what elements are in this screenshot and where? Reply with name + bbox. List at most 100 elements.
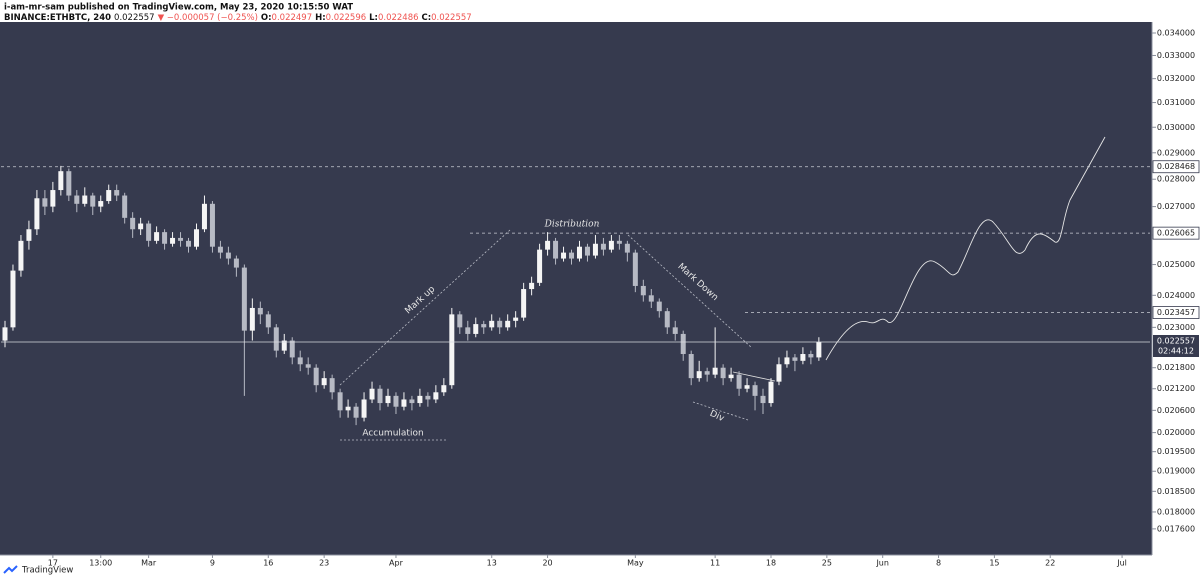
candle-body xyxy=(545,240,551,250)
candle-body xyxy=(50,190,56,207)
symbol-line: BINANCE:ETHBTC, 240 0.022557 ▼ −0.000057… xyxy=(4,13,472,23)
candle-body xyxy=(768,381,774,404)
candle-body xyxy=(225,252,231,259)
candle-body xyxy=(26,229,32,241)
candle-body xyxy=(712,367,718,375)
candle-body xyxy=(441,385,447,393)
candle-body xyxy=(90,195,96,207)
candle-body xyxy=(353,406,359,418)
y-tick-label: 0.032000 xyxy=(1157,74,1195,83)
candle-body xyxy=(138,223,144,230)
x-tick-label: 20 xyxy=(542,559,552,568)
candle-body xyxy=(201,203,207,230)
x-tick-label: 13 xyxy=(487,559,497,568)
candle-body xyxy=(561,252,567,259)
candle-body xyxy=(465,327,471,334)
high-label: H: xyxy=(315,13,326,23)
candle-body xyxy=(736,374,742,389)
x-tick-label: 17 xyxy=(48,559,58,568)
candle-body xyxy=(217,246,223,253)
candle-body xyxy=(417,395,423,404)
candle-body xyxy=(776,364,782,382)
candle-body xyxy=(273,327,279,351)
level-label: 0.028468 xyxy=(1157,162,1195,171)
y-tick-label: 0.025000 xyxy=(1157,260,1195,269)
x-tick-label: 18 xyxy=(766,559,776,568)
candle-body xyxy=(569,252,575,259)
y-tick-label: 0.018000 xyxy=(1157,507,1195,516)
y-tick-label: 0.019000 xyxy=(1157,467,1195,476)
x-tick-label: Jul xyxy=(1116,559,1127,568)
candle-body xyxy=(744,385,750,389)
candle-body xyxy=(305,364,311,368)
candle-body xyxy=(209,203,215,247)
y-tick-label: 0.017600 xyxy=(1157,524,1195,533)
candle-body xyxy=(409,399,415,404)
y-tick-label: 0.021800 xyxy=(1157,363,1195,372)
y-tick-label: 0.033000 xyxy=(1157,51,1195,60)
candle-body xyxy=(369,388,375,400)
candle-body xyxy=(241,267,247,331)
candle-body xyxy=(513,317,519,321)
candle-body xyxy=(361,399,367,418)
candle-body xyxy=(672,327,678,334)
plot-area xyxy=(0,22,1152,555)
candle-body xyxy=(154,232,160,241)
low: 0.022486 xyxy=(378,13,419,23)
candle-body xyxy=(553,240,559,259)
level-label: 0.026065 xyxy=(1157,229,1195,238)
y-tick-label: 0.020000 xyxy=(1157,428,1195,437)
candle-body xyxy=(457,314,463,328)
candle-body xyxy=(760,395,766,404)
countdown-label: 02:44:12 xyxy=(1158,347,1194,356)
candle-body xyxy=(2,327,8,341)
x-tick-label: 15 xyxy=(989,559,999,568)
candle-body xyxy=(688,354,694,379)
candle-body xyxy=(680,333,686,355)
candle-body xyxy=(537,249,543,283)
x-tick-label: 9 xyxy=(210,559,215,568)
x-tick-label: Mar xyxy=(141,559,157,568)
candle-body xyxy=(592,243,598,256)
div-line xyxy=(692,401,749,421)
candle-body xyxy=(10,270,16,328)
candle-body xyxy=(345,406,351,411)
candle-body xyxy=(337,392,343,411)
x-tick-label: 25 xyxy=(822,559,832,568)
candle-body xyxy=(600,243,606,250)
publish-line: i-am-mr-sam published on TradingView.com… xyxy=(4,3,353,13)
candle-body xyxy=(170,237,176,244)
candle-body xyxy=(656,301,662,312)
candle-body xyxy=(489,320,495,328)
y-tick-label: 0.023000 xyxy=(1157,323,1195,332)
x-tick-label: 16 xyxy=(263,559,273,568)
candle-body xyxy=(74,195,80,204)
candle-body xyxy=(114,190,120,196)
high: 0.022596 xyxy=(326,13,367,23)
candle-body xyxy=(98,201,104,207)
candle-body xyxy=(66,171,72,196)
x-tick-label: 8 xyxy=(936,559,941,568)
candle-body xyxy=(193,229,199,247)
level-label-box xyxy=(1152,306,1200,319)
candle-body xyxy=(178,237,184,241)
trend-line xyxy=(732,371,776,382)
x-tick-label: 23 xyxy=(319,559,329,568)
candle-body xyxy=(329,378,335,393)
candle-body xyxy=(385,395,391,404)
candle-body xyxy=(616,240,622,244)
close: 0.022557 xyxy=(431,13,472,23)
candle-body xyxy=(289,340,295,358)
annotation-accumulation: Accumulation xyxy=(362,429,423,439)
candle-body xyxy=(728,374,734,379)
y-tick-label: 0.034000 xyxy=(1157,28,1195,37)
candle-body xyxy=(664,311,670,328)
candle-body xyxy=(784,357,790,365)
candle-body xyxy=(632,252,638,286)
candle-body xyxy=(42,198,48,207)
candle-body xyxy=(82,195,88,204)
candle-body xyxy=(265,314,271,328)
candle-body xyxy=(122,195,128,218)
candle-body xyxy=(313,367,319,386)
